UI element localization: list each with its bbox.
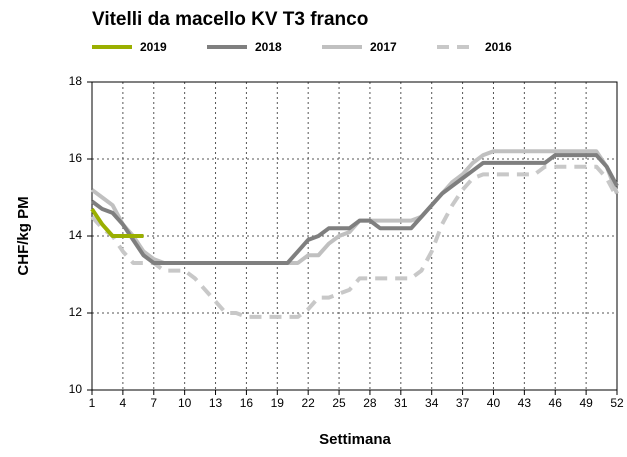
- data-line: [90, 164, 619, 319]
- y-tick-label: 14: [69, 228, 83, 242]
- legend-label: 2019: [140, 40, 167, 54]
- y-axis-title: CHF/kg PM: [15, 196, 32, 275]
- x-tick-label: 4: [120, 396, 127, 410]
- x-tick-label: 7: [150, 396, 157, 410]
- legend-label: 2016: [485, 40, 512, 54]
- x-tick-label: 22: [301, 396, 315, 410]
- x-tick-label: 46: [549, 396, 563, 410]
- x-tick-label: 25: [332, 396, 346, 410]
- x-tick-label: 19: [271, 396, 285, 410]
- x-tick-label: 37: [456, 396, 470, 410]
- data-line: [90, 207, 144, 238]
- plot-frame: [91, 81, 618, 391]
- legend-label: 2017: [370, 40, 397, 54]
- x-tick-label: 40: [487, 396, 501, 410]
- chart-title: Vitelli da macello KV T3 franco: [92, 9, 368, 30]
- x-tick-label: 34: [425, 396, 439, 410]
- x-tick-label: 31: [394, 396, 408, 410]
- plot-area: [92, 82, 617, 390]
- x-tick-label: 43: [518, 396, 532, 410]
- y-tick-label: 10: [69, 382, 83, 396]
- y-tick-label: 16: [69, 151, 83, 165]
- y-tick-label: 12: [69, 305, 83, 319]
- legend-label: 2018: [255, 40, 282, 54]
- x-tick-label: 10: [178, 396, 192, 410]
- x-axis-title: Settimana: [319, 431, 391, 448]
- data-line: [90, 153, 619, 265]
- x-tick-label: 52: [610, 396, 624, 410]
- x-tick-label: 49: [579, 396, 593, 410]
- x-tick-label: 1: [89, 396, 96, 410]
- x-tick-label: 16: [240, 396, 254, 410]
- y-tick-label: 18: [69, 74, 83, 88]
- x-tick-label: 13: [209, 396, 223, 410]
- x-tick-label: 28: [363, 396, 377, 410]
